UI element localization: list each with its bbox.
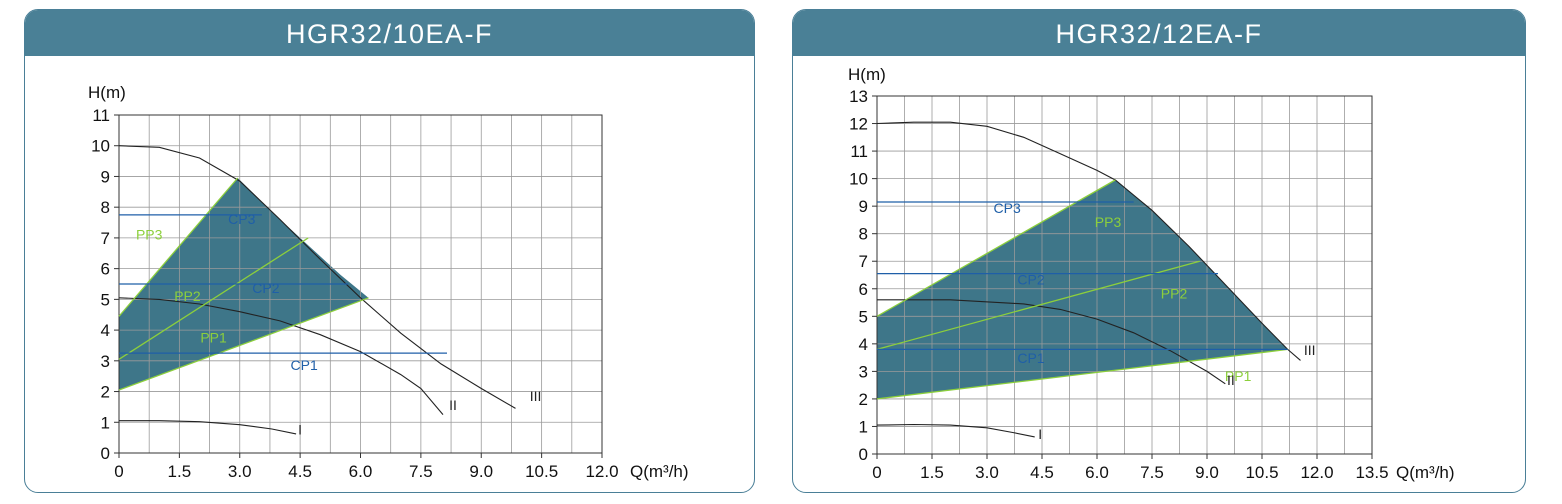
x-tick-label: 3.0 bbox=[228, 462, 252, 481]
series-label-pp3: PP3 bbox=[136, 226, 163, 242]
series-label-i: I bbox=[298, 422, 302, 438]
x-tick-label: 0 bbox=[114, 462, 123, 481]
x-tick-label: 3.0 bbox=[975, 463, 999, 482]
series-label-iii: III bbox=[1304, 342, 1316, 358]
x-tick-label: 9.0 bbox=[469, 462, 493, 481]
series-label-pp1: PP1 bbox=[1225, 368, 1252, 384]
x-tick-label: 12.0 bbox=[1300, 463, 1333, 482]
series-label-iii: III bbox=[530, 388, 542, 404]
chart-title-left: HGR32/10EA-F bbox=[25, 10, 754, 56]
series-line-i bbox=[119, 420, 297, 435]
y-tick-label: 1 bbox=[101, 413, 110, 432]
series-label-cp3: CP3 bbox=[994, 200, 1021, 216]
y-tick-label: 2 bbox=[859, 390, 868, 409]
y-tick-label: 9 bbox=[101, 167, 110, 186]
x-tick-label: 7.5 bbox=[1140, 463, 1164, 482]
y-tick-label: 5 bbox=[859, 307, 868, 326]
series-line-pp2 bbox=[118, 237, 309, 360]
x-tick-label: 1.5 bbox=[168, 462, 192, 481]
x-tick-label: 7.5 bbox=[409, 462, 433, 481]
y-tick-label: 8 bbox=[859, 225, 868, 244]
y-axis-label: H(m) bbox=[848, 65, 886, 84]
y-tick-label: 6 bbox=[859, 280, 868, 299]
operating-area bbox=[877, 179, 1288, 399]
x-tick-label: 6.0 bbox=[349, 462, 373, 481]
series-label-pp3: PP3 bbox=[1095, 214, 1122, 230]
chart-title-right: HGR32/12EA-F bbox=[793, 10, 1525, 56]
series-label-cp1: CP1 bbox=[291, 357, 318, 373]
x-axis-label: Q(m³/h) bbox=[630, 462, 689, 481]
x-tick-label: 12.0 bbox=[585, 462, 618, 481]
series-line-pp3 bbox=[118, 177, 239, 317]
y-tick-label: 6 bbox=[101, 260, 110, 279]
y-axis-label: H(m) bbox=[88, 83, 126, 102]
y-tick-label: 9 bbox=[859, 197, 868, 216]
series-label-ii: II bbox=[1227, 372, 1235, 388]
y-tick-label: 11 bbox=[92, 106, 110, 125]
x-tick-label: 10.5 bbox=[1245, 463, 1278, 482]
series-label-pp2: PP2 bbox=[174, 288, 201, 304]
series-label-ii: II bbox=[449, 397, 457, 413]
series-line-ii bbox=[877, 299, 1226, 385]
y-tick-label: 7 bbox=[101, 229, 110, 248]
series-line-ii bbox=[118, 297, 444, 415]
x-tick-label: 0 bbox=[872, 463, 881, 482]
x-tick-label: 6.0 bbox=[1085, 463, 1109, 482]
series-label-pp2: PP2 bbox=[1161, 285, 1188, 301]
x-axis-label: Q(m³/h) bbox=[1396, 463, 1455, 482]
y-tick-label: 0 bbox=[859, 445, 868, 464]
y-tick-label: 5 bbox=[101, 290, 110, 309]
y-tick-label: 3 bbox=[859, 362, 868, 381]
series-label-i: I bbox=[1038, 426, 1042, 442]
series-line-i bbox=[876, 423, 1035, 438]
y-tick-label: 10 bbox=[91, 137, 110, 156]
y-tick-label: 13 bbox=[849, 87, 868, 106]
series-line-pp1 bbox=[876, 348, 1288, 400]
y-tick-label: 2 bbox=[101, 383, 110, 402]
y-tick-label: 11 bbox=[850, 142, 868, 161]
y-tick-label: 12 bbox=[849, 115, 868, 134]
x-tick-label: 13.5 bbox=[1355, 463, 1388, 482]
y-tick-label: 7 bbox=[859, 252, 868, 271]
series-line-pp3 bbox=[876, 179, 1116, 317]
plot-frame bbox=[876, 95, 1373, 455]
y-tick-label: 1 bbox=[859, 417, 868, 436]
x-tick-label: 1.5 bbox=[920, 463, 944, 482]
chart-panel-left: HGR32/10EA-F bbox=[24, 9, 755, 493]
series-label-pp1: PP1 bbox=[200, 329, 227, 345]
x-tick-label: 10.5 bbox=[525, 462, 558, 481]
series-label-cp2: CP2 bbox=[1017, 272, 1044, 288]
series-label-cp1: CP1 bbox=[1017, 350, 1044, 366]
series-label-cp3: CP3 bbox=[228, 211, 255, 227]
y-tick-label: 3 bbox=[101, 352, 110, 371]
y-tick-label: 0 bbox=[101, 444, 110, 463]
series-line-iii bbox=[118, 145, 516, 409]
x-tick-label: 4.5 bbox=[288, 462, 312, 481]
series-line-pp2 bbox=[876, 260, 1200, 351]
series-line-iii bbox=[876, 121, 1301, 361]
x-tick-label: 9.0 bbox=[1195, 463, 1219, 482]
series-line-pp1 bbox=[118, 297, 369, 391]
y-tick-label: 4 bbox=[101, 321, 110, 340]
series-label-cp2: CP2 bbox=[252, 280, 279, 296]
y-tick-label: 4 bbox=[859, 335, 868, 354]
x-tick-label: 4.5 bbox=[1030, 463, 1054, 482]
y-tick-label: 10 bbox=[849, 170, 868, 189]
y-tick-label: 8 bbox=[101, 198, 110, 217]
